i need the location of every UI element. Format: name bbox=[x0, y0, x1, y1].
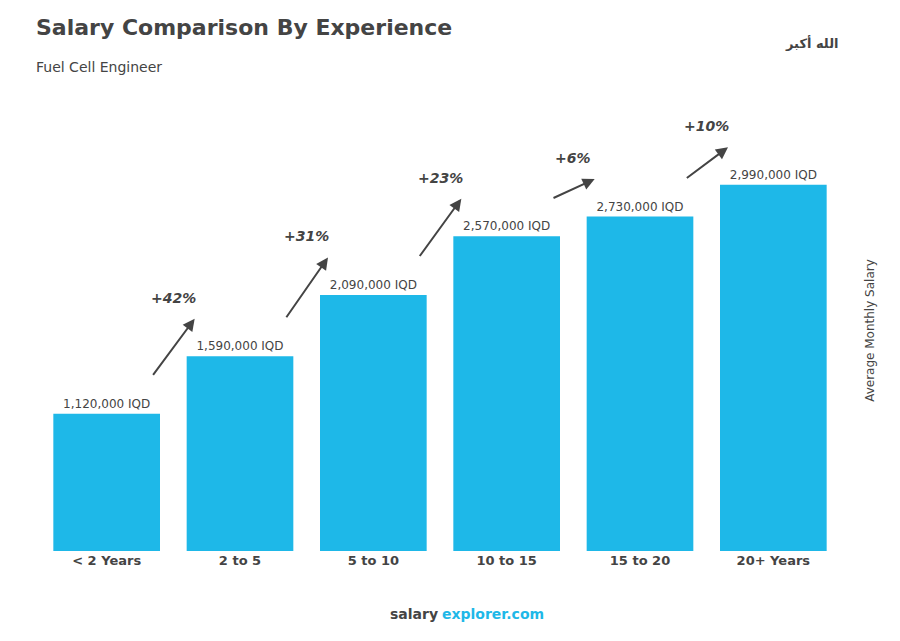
svg-text:Average Monthly Salary: Average Monthly Salary bbox=[863, 259, 877, 402]
svg-text:15 to 20: 15 to 20 bbox=[610, 553, 670, 568]
svg-text:+31%: +31% bbox=[284, 228, 329, 244]
svg-text:+42%: +42% bbox=[151, 290, 196, 306]
svg-text:20+ Years: 20+ Years bbox=[737, 553, 811, 568]
svg-text:salary: salary bbox=[390, 606, 438, 622]
svg-text:Fuel Cell Engineer: Fuel Cell Engineer bbox=[36, 59, 162, 75]
svg-text:2,570,000 IQD: 2,570,000 IQD bbox=[463, 219, 550, 233]
svg-text:+23%: +23% bbox=[418, 170, 463, 186]
svg-text:2,990,000 IQD: 2,990,000 IQD bbox=[730, 168, 817, 182]
svg-text:10 to 15: 10 to 15 bbox=[476, 553, 536, 568]
svg-text:+10%: +10% bbox=[684, 118, 729, 134]
svg-text:2,730,000 IQD: 2,730,000 IQD bbox=[596, 200, 683, 214]
svg-text:2 to 5: 2 to 5 bbox=[219, 553, 261, 568]
svg-text:الله أكبر: الله أكبر bbox=[785, 35, 838, 51]
svg-text:< 2 Years: < 2 Years bbox=[72, 553, 141, 568]
svg-text:Salary Comparison By Experienc: Salary Comparison By Experience bbox=[36, 15, 452, 40]
svg-text:1,120,000 IQD: 1,120,000 IQD bbox=[63, 397, 150, 411]
svg-text:+6%: +6% bbox=[555, 150, 591, 166]
svg-text:2,090,000 IQD: 2,090,000 IQD bbox=[330, 278, 417, 292]
svg-text:1,590,000 IQD: 1,590,000 IQD bbox=[196, 339, 283, 353]
svg-text:5 to 10: 5 to 10 bbox=[348, 553, 399, 568]
svg-text:explorer.com: explorer.com bbox=[442, 606, 544, 622]
